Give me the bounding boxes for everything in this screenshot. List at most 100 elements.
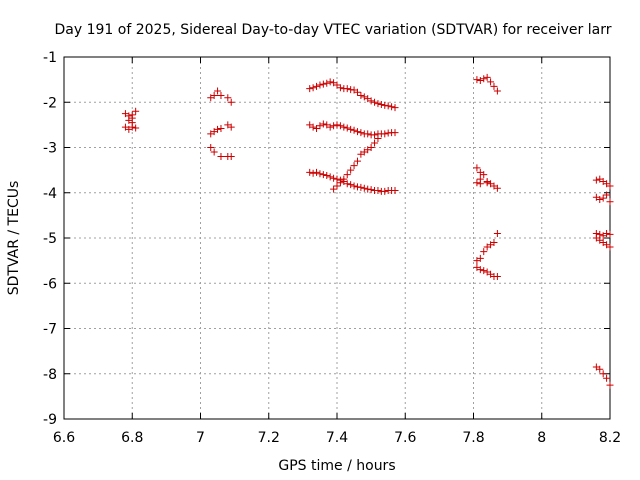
x-tick-label: 7.8 xyxy=(462,430,484,446)
data-point xyxy=(381,187,389,195)
data-point xyxy=(313,168,321,176)
data-point xyxy=(214,125,222,133)
data-point xyxy=(330,122,338,130)
data-point xyxy=(350,126,358,134)
data-point xyxy=(487,78,495,86)
data-point xyxy=(326,78,334,86)
data-point xyxy=(599,370,607,378)
data-point xyxy=(357,129,365,137)
data-point xyxy=(606,381,614,389)
data-point xyxy=(391,186,399,194)
data-point xyxy=(599,194,607,202)
data-point xyxy=(309,84,317,92)
data-point xyxy=(596,365,604,373)
x-tick-label: 8 xyxy=(537,430,546,446)
data-point xyxy=(490,239,498,247)
data-point xyxy=(350,182,358,190)
data-point xyxy=(347,125,355,133)
data-point xyxy=(353,128,361,136)
y-tick-label: -8 xyxy=(43,367,57,383)
data-point xyxy=(357,183,365,191)
y-tick-label: -1 xyxy=(43,50,57,66)
data-point xyxy=(336,122,344,130)
data-point xyxy=(596,196,604,204)
data-point xyxy=(316,170,324,178)
data-point xyxy=(347,181,355,189)
data-point xyxy=(357,91,365,99)
data-point xyxy=(364,130,372,138)
data-point xyxy=(316,81,324,89)
data-point xyxy=(340,175,348,183)
data-point xyxy=(473,179,481,187)
data-point xyxy=(483,179,491,187)
data-point xyxy=(596,230,604,238)
data-point xyxy=(480,75,488,83)
data-point xyxy=(306,168,314,176)
data-point xyxy=(490,82,498,90)
grid xyxy=(64,57,610,419)
data-point xyxy=(480,267,488,275)
data-point xyxy=(319,80,327,88)
x-tick-label: 6.6 xyxy=(53,430,75,446)
data-point xyxy=(207,144,215,151)
data-point xyxy=(391,129,399,137)
data-point xyxy=(214,87,222,95)
data-point xyxy=(367,97,375,105)
data-point xyxy=(217,124,225,132)
x-axis-title: GPS time / hours xyxy=(278,458,395,474)
x-tick-label: 7.2 xyxy=(258,430,280,446)
data-point xyxy=(132,107,140,115)
data-point xyxy=(343,180,351,188)
data-point xyxy=(374,186,382,194)
data-point xyxy=(326,123,334,131)
x-tick-label: 7.6 xyxy=(394,430,416,446)
data-point xyxy=(224,94,232,102)
data-point xyxy=(371,139,379,147)
data-point xyxy=(606,230,614,238)
data-point xyxy=(367,186,375,194)
data-point xyxy=(360,93,368,101)
x-tick-label: 6.8 xyxy=(121,430,143,446)
data-point xyxy=(313,82,321,90)
data-point xyxy=(347,166,355,174)
data-point xyxy=(476,266,484,274)
data-point xyxy=(319,120,327,128)
y-tick-label: -7 xyxy=(43,322,57,338)
chart-title: Day 191 of 2025, Sidereal Day-to-day VTE… xyxy=(55,22,612,38)
x-tick-label: 7 xyxy=(196,430,205,446)
data-point xyxy=(309,123,317,131)
data-point xyxy=(227,123,235,131)
data-point xyxy=(217,91,225,99)
data-point xyxy=(493,272,501,280)
data-points xyxy=(121,73,614,389)
data-point xyxy=(323,172,331,180)
y-tick-label: -9 xyxy=(43,412,57,428)
data-point xyxy=(606,182,614,190)
data-point xyxy=(371,98,379,106)
data-point xyxy=(309,169,317,177)
data-point xyxy=(493,87,501,95)
data-point xyxy=(606,243,614,251)
data-point xyxy=(343,85,351,93)
data-point xyxy=(330,185,338,193)
data-point xyxy=(343,171,351,179)
data-point xyxy=(353,88,361,96)
data-point xyxy=(371,131,379,139)
data-point xyxy=(333,175,341,183)
data-point xyxy=(483,73,491,81)
data-point xyxy=(377,101,385,109)
data-point xyxy=(336,84,344,92)
data-point xyxy=(306,85,314,93)
data-point xyxy=(606,198,614,206)
data-point xyxy=(476,254,484,262)
data-point xyxy=(367,144,375,151)
data-point xyxy=(210,91,218,99)
data-point xyxy=(333,121,341,129)
data-point xyxy=(336,179,344,187)
y-tick-label: -2 xyxy=(43,95,57,111)
data-point xyxy=(603,191,611,199)
y-tick-label: -6 xyxy=(43,276,57,292)
data-point xyxy=(592,176,600,184)
data-point xyxy=(210,148,218,156)
